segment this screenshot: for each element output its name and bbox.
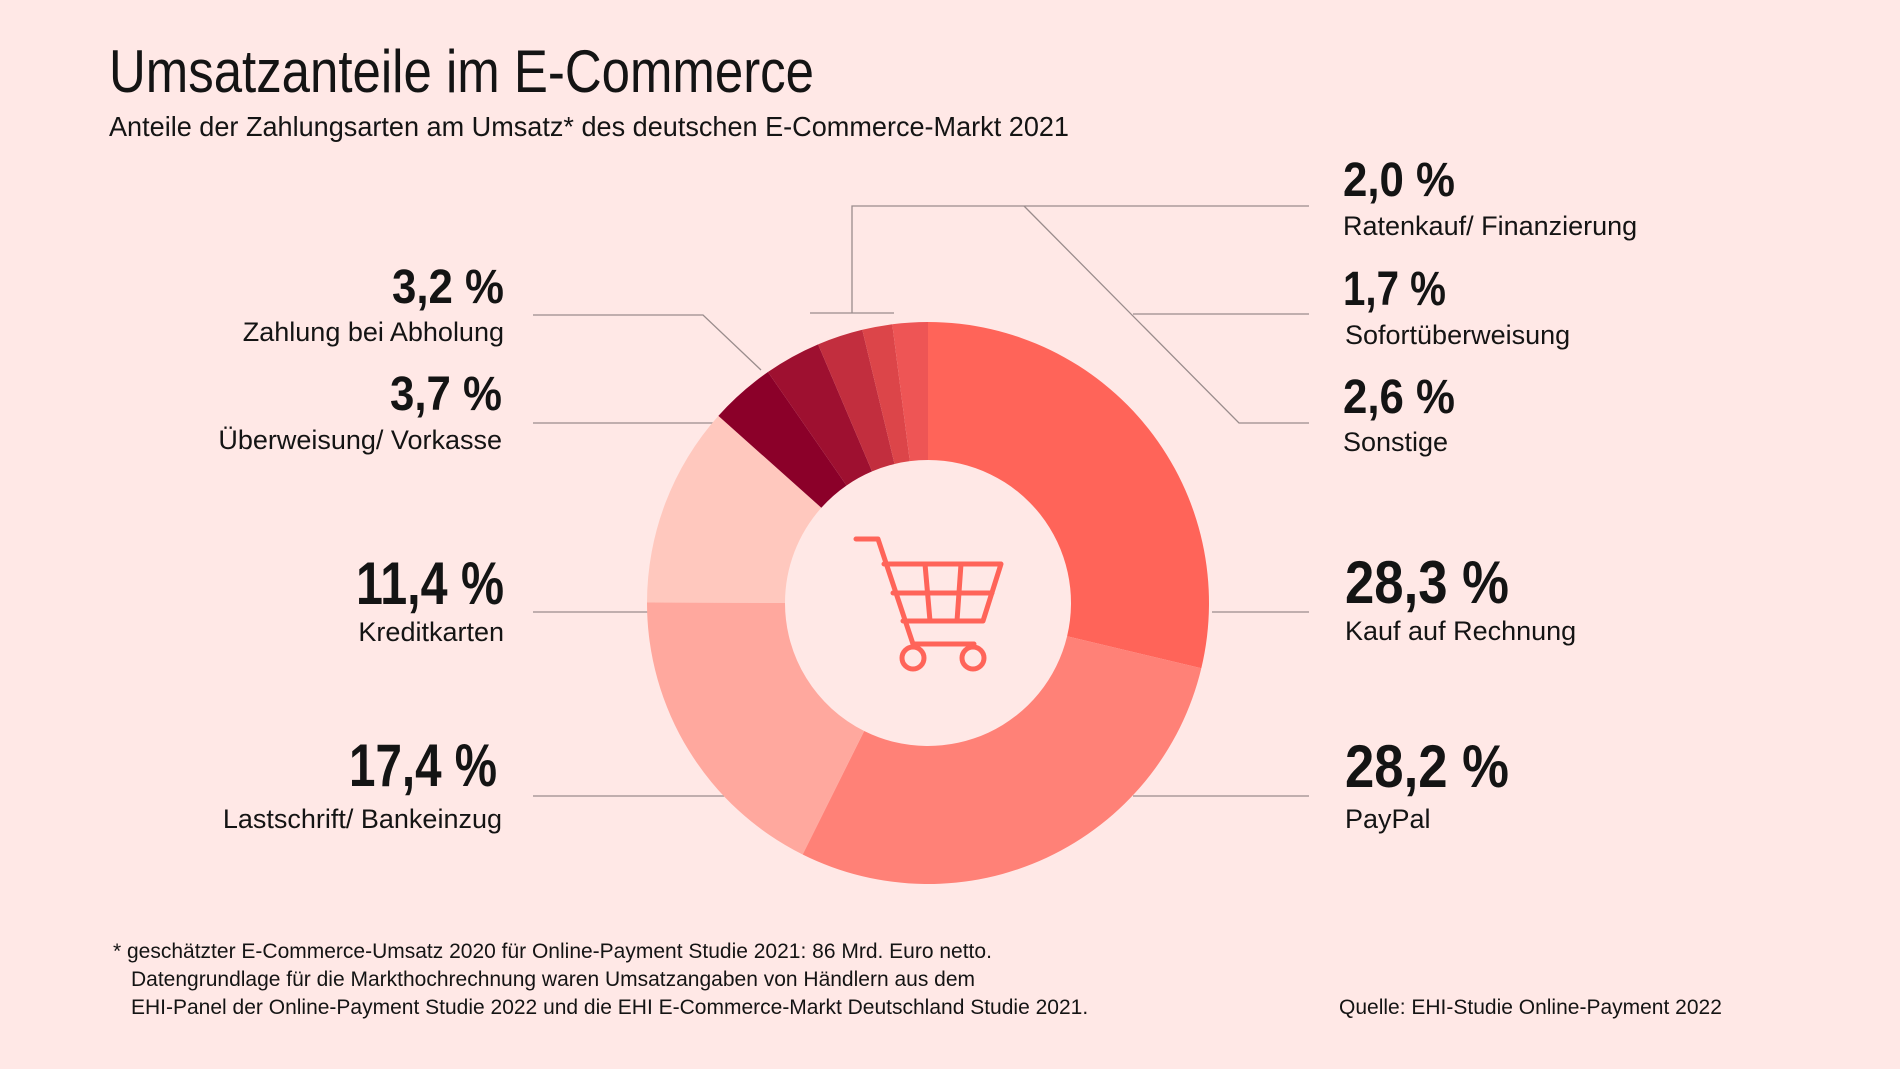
name-ratenkauf: Ratenkauf/ Finanzierung [1343, 211, 1637, 241]
leader-lines [533, 205, 1309, 797]
value-ueberweisung: 3,7 % [390, 368, 502, 421]
name-sonstige: Sonstige [1343, 427, 1448, 457]
donut-slice-3 [647, 415, 822, 603]
donut-slice-7 [862, 324, 910, 464]
value-lastschrift: 17,4 % [349, 732, 497, 799]
value-paypal: 28,2 % [1345, 733, 1509, 800]
donut-chart [647, 322, 1209, 884]
leader-line-ratenkauf [851, 205, 1309, 313]
name-ueberweisung: Überweisung/ Vorkasse [218, 425, 502, 455]
footnote: * geschätzter E-Commerce-Umsatz 2020 für… [113, 940, 1088, 1019]
donut-slice-4 [718, 372, 847, 508]
donut-slice-2 [647, 602, 865, 855]
donut-slice-8 [892, 322, 928, 462]
name-paypal: PayPal [1345, 804, 1431, 834]
value-sonstige: 2,6 % [1343, 371, 1455, 424]
label-ratenkauf: 2,0 % Ratenkauf/ Finanzierung [1343, 154, 1637, 241]
chart-subtitle: Anteile der Zahlungsarten am Umsatz* des… [109, 111, 1069, 142]
value-ratenkauf: 2,0 % [1343, 154, 1455, 207]
donut-slice-0 [928, 322, 1209, 669]
source-note: Quelle: EHI-Studie Online-Payment 2022 [1339, 996, 1722, 1019]
chart-title: Umsatzanteile im E-Commerce [109, 38, 814, 105]
shopping-cart-icon [853, 536, 1004, 672]
name-abholung: Zahlung bei Abholung [243, 317, 504, 347]
value-rechnung: 28,3 % [1345, 549, 1509, 616]
label-sofort: 1,7 % Sofortüberweisung [1343, 263, 1570, 350]
footnote-line: Datengrundlage für die Markthochrechnung… [131, 968, 975, 991]
value-sofort: 1,7 % [1343, 263, 1446, 316]
label-sonstige: 2,6 % Sonstige [1343, 371, 1455, 457]
donut-slice-6 [818, 329, 895, 472]
name-kreditkarten: Kreditkarten [358, 617, 504, 647]
donut-slice-5 [767, 344, 873, 486]
donut-slice-1 [802, 636, 1202, 884]
name-sofort: Sofortüberweisung [1345, 320, 1570, 350]
leader-line-sonstige [1023, 205, 1309, 424]
left-labels: 3,2 % Zahlung bei Abholung 3,7 % Überwei… [218, 261, 504, 834]
label-paypal: 28,2 % PayPal [1345, 733, 1509, 834]
value-abholung: 3,2 % [392, 261, 504, 314]
footnote-line: EHI-Panel der Online-Payment Studie 2022… [131, 996, 1088, 1019]
leader-line-abholung [533, 314, 762, 371]
value-kreditkarten: 11,4 % [356, 550, 504, 617]
label-rechnung: 28,3 % Kauf auf Rechnung [1345, 549, 1576, 646]
name-lastschrift: Lastschrift/ Bankeinzug [223, 804, 502, 834]
footnote-line: * geschätzter E-Commerce-Umsatz 2020 für… [113, 940, 992, 963]
name-rechnung: Kauf auf Rechnung [1345, 616, 1576, 646]
